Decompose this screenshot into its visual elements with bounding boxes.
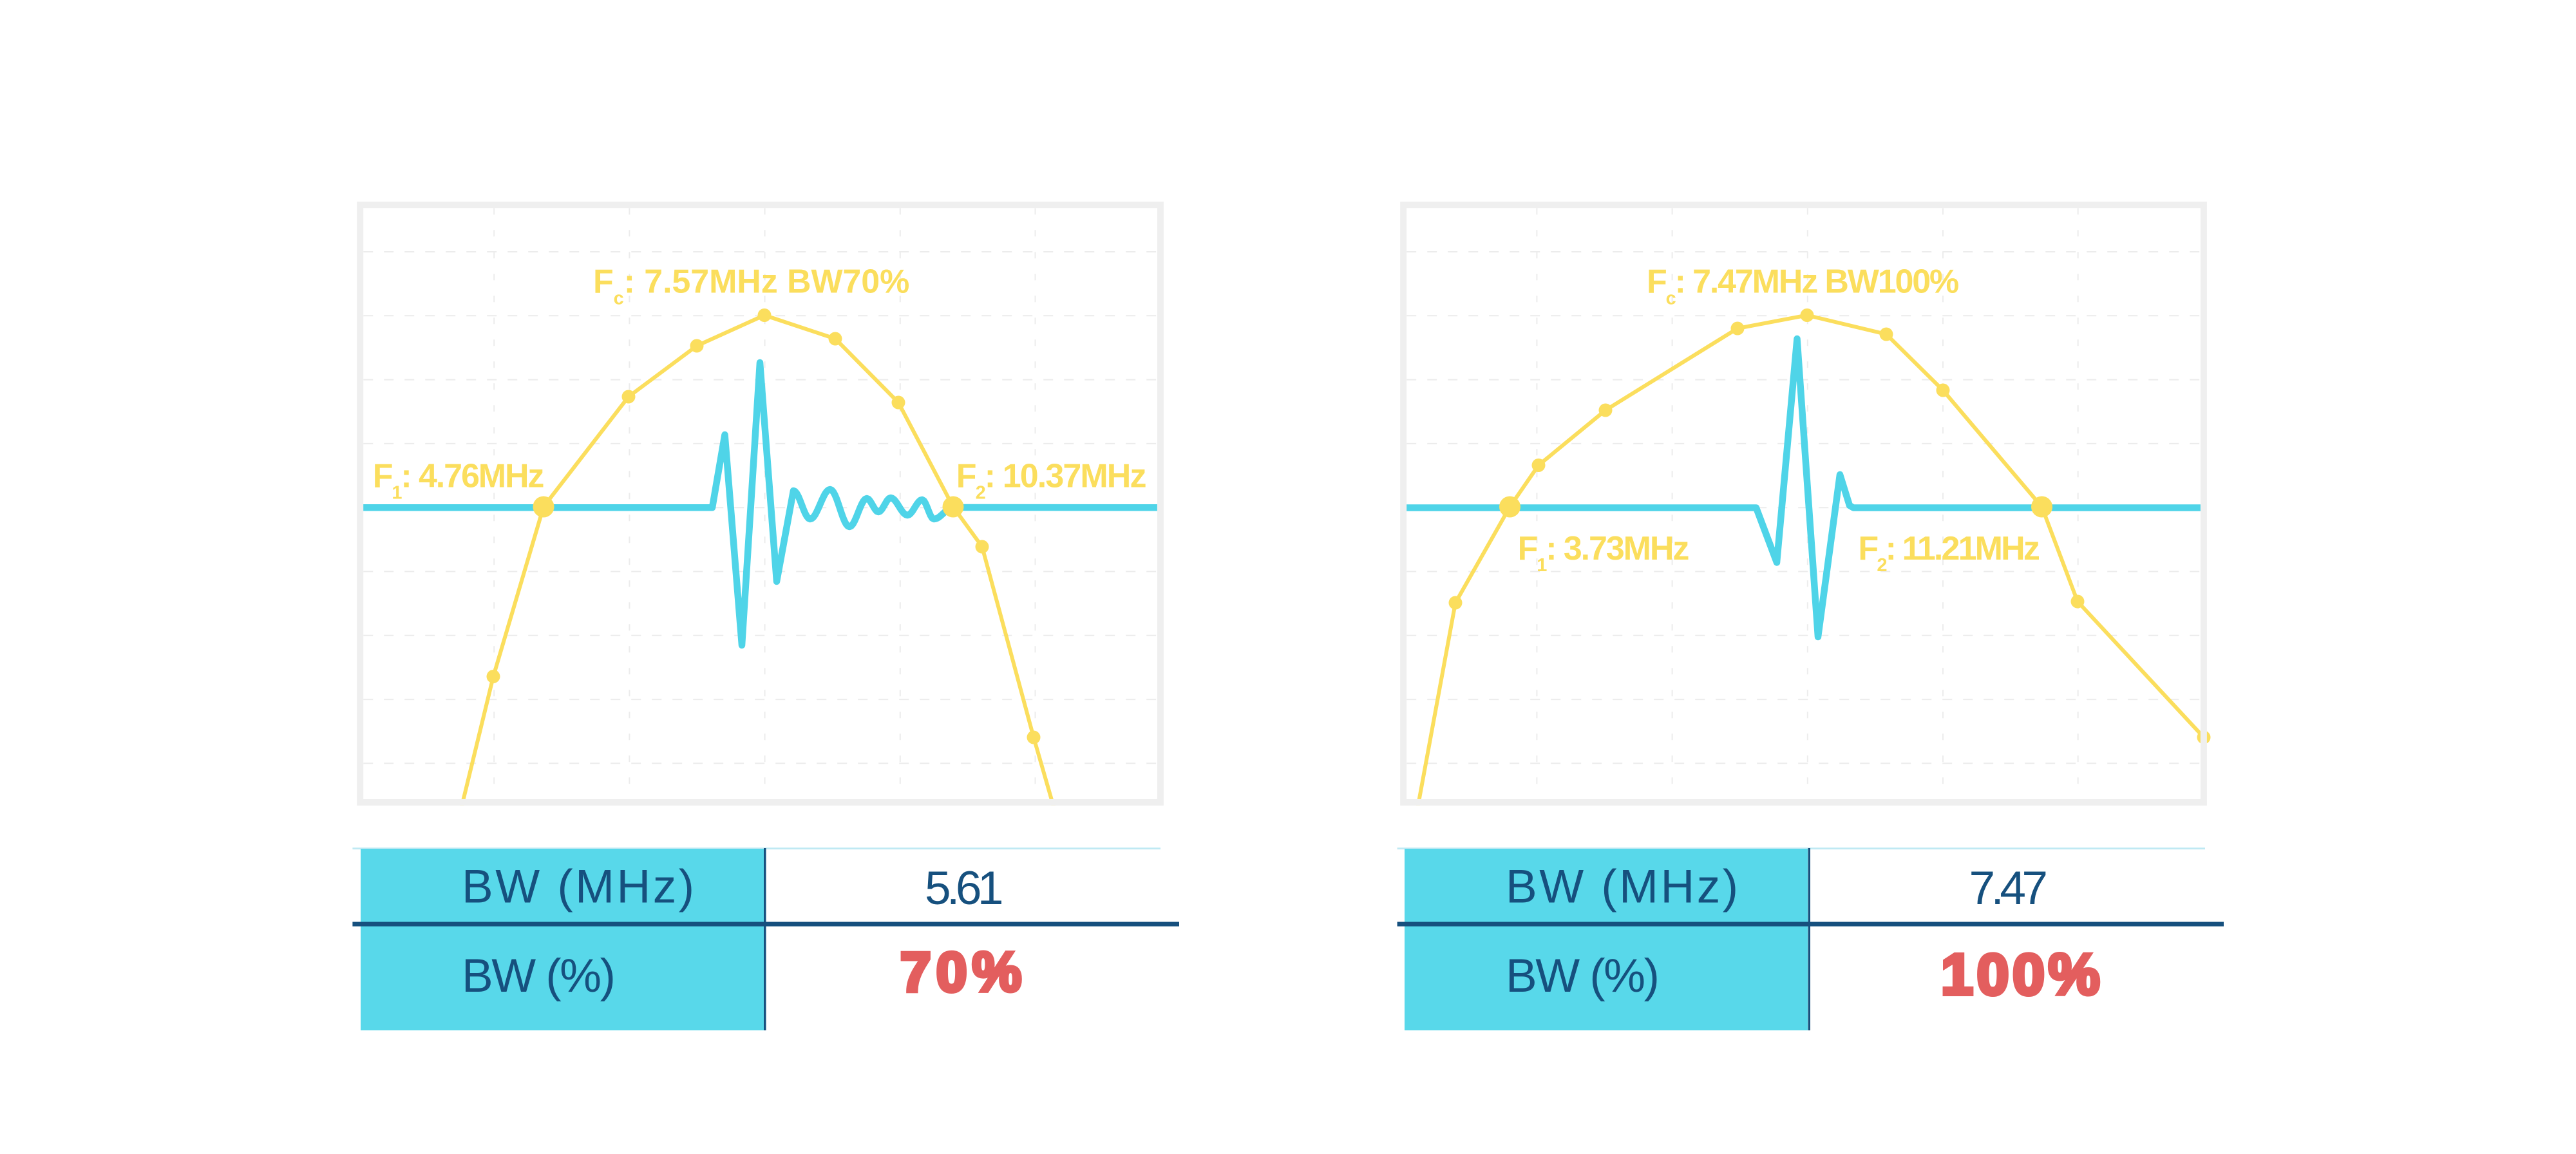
svg-text:BW (MHz): BW (MHz)	[1506, 861, 1741, 913]
svg-text:BW (%): BW (%)	[1506, 950, 1658, 1002]
svg-text:BW (MHz): BW (MHz)	[462, 861, 697, 913]
svg-text:F2: 10.37MHz: F2: 10.37MHz	[956, 457, 1146, 503]
svg-text:BW (%): BW (%)	[462, 950, 614, 1002]
svg-text:7.47: 7.47	[1969, 862, 2045, 914]
svg-text:70%: 70%	[900, 941, 1027, 1003]
svg-text:5.61: 5.61	[925, 862, 1002, 914]
svg-text:100%: 100%	[1941, 943, 2103, 1007]
